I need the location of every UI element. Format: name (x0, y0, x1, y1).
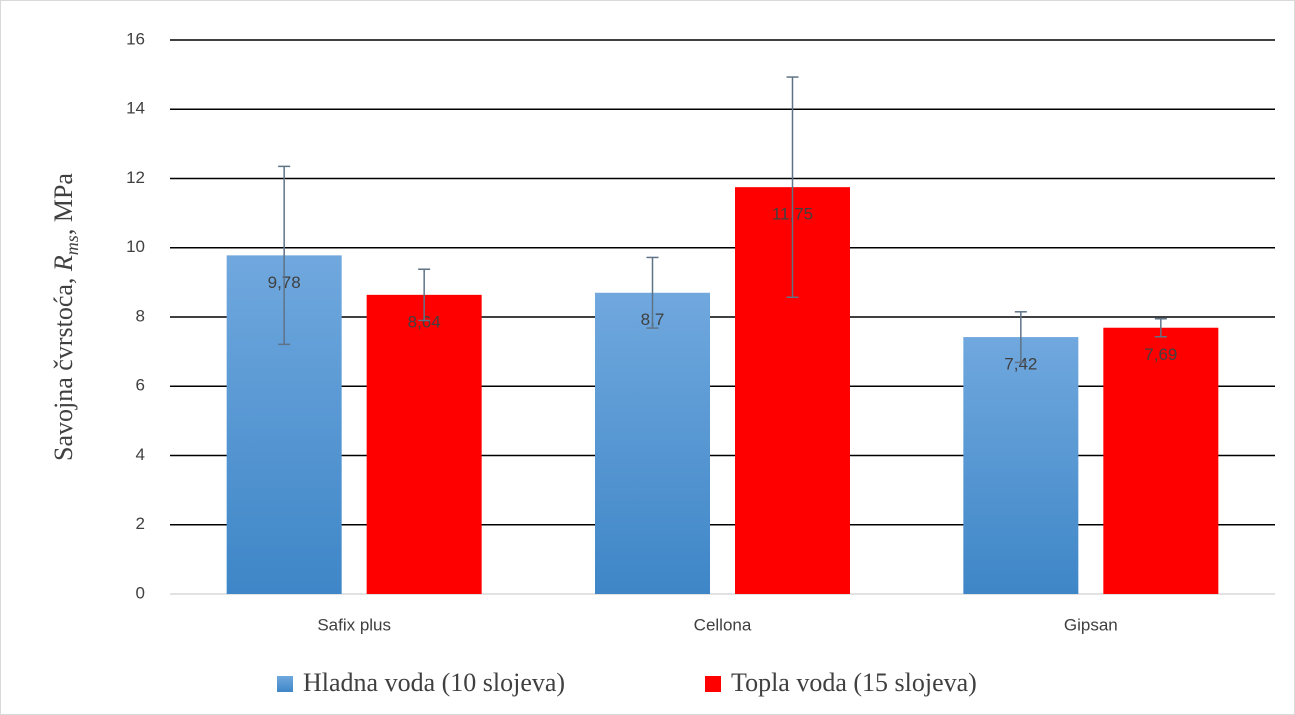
error-bar (786, 76, 799, 299)
x-tick-label: Cellona (694, 615, 752, 634)
y-tick-label: 0 (136, 583, 145, 602)
y-tick-label: 12 (126, 168, 145, 187)
error-bar (278, 165, 291, 346)
error-bar (418, 268, 431, 322)
data-label: 7,42 (1004, 355, 1037, 374)
bar (595, 292, 710, 594)
bar (963, 337, 1079, 594)
legend-label: Hladna voda (10 slojeva) (303, 668, 565, 697)
bar (366, 294, 482, 594)
y-tick-label: 6 (136, 376, 145, 395)
y-tick-label: 14 (126, 99, 145, 118)
legend-swatch (277, 676, 293, 692)
y-tick-label: 2 (136, 514, 145, 533)
y-tick-label: 10 (126, 237, 145, 256)
legend-swatch (705, 676, 721, 692)
data-label: 8,64 (408, 312, 441, 331)
y-tick-label: 8 (136, 306, 145, 325)
y-tick-label: 16 (126, 29, 145, 48)
x-tick-label: Safix plus (317, 615, 391, 634)
y-tick-label: 4 (136, 445, 145, 464)
error-bar (1014, 311, 1027, 364)
legend-label: Topla voda (15 slojeva) (731, 668, 977, 697)
y-axis-label: Savojna čvrstoća, Rms, MPa (49, 173, 82, 461)
bar (1103, 327, 1219, 594)
y-label-symbol: R (49, 255, 78, 272)
x-tick-label: Gipsan (1064, 615, 1118, 634)
data-label: 7,69 (1144, 345, 1177, 364)
y-label-text: Savojna čvrstoća, (49, 271, 78, 461)
error-bar (646, 256, 659, 329)
error-bar (1154, 317, 1167, 338)
y-label-subscript: ms (62, 235, 82, 255)
y-label-suffix: , MPa (49, 173, 78, 236)
